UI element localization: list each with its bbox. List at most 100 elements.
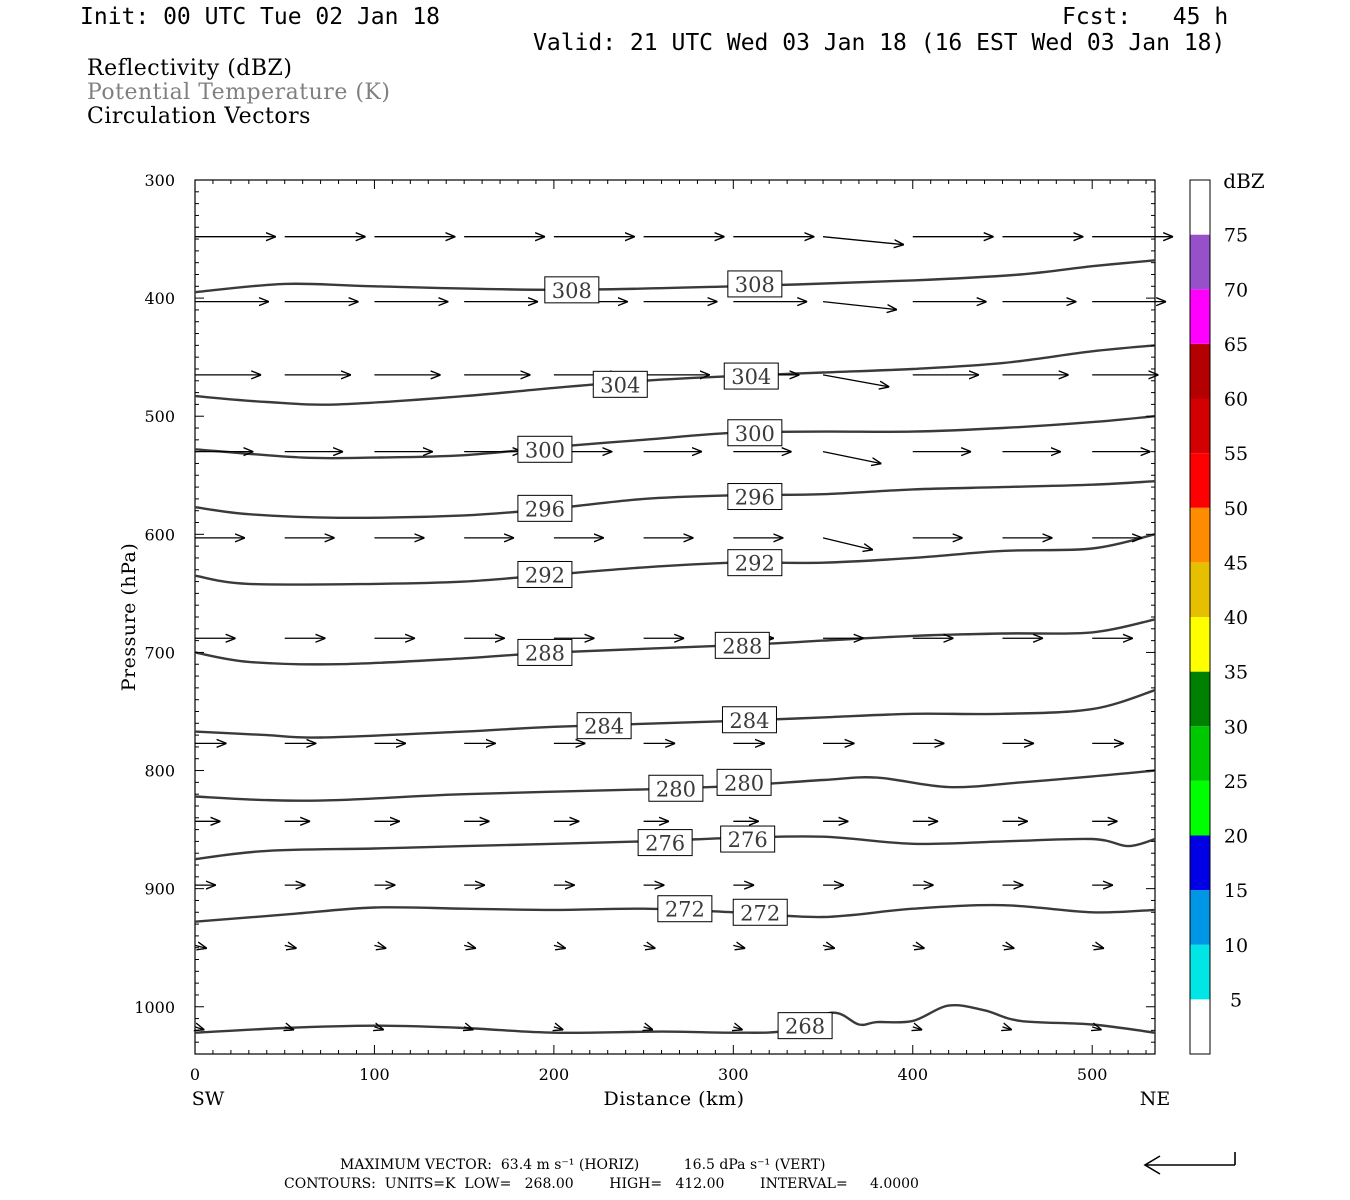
colorbar-frame bbox=[1189, 179, 1211, 1055]
contour-info: CONTOURS: UNITS=K LOW= 268.00 HIGH= 412.… bbox=[284, 1176, 919, 1192]
isentrope-label: 292 bbox=[735, 552, 775, 576]
isentrope-label: 304 bbox=[731, 365, 771, 389]
colorbar-segment bbox=[1190, 999, 1210, 1054]
isentrope-292 bbox=[194, 533, 1156, 586]
isentrope-label-box bbox=[720, 825, 776, 853]
colorbar-tick-label: 15 bbox=[1224, 880, 1248, 902]
circulation-vector bbox=[822, 451, 881, 464]
isentrope-288 bbox=[194, 618, 1156, 666]
isentrope-label-box bbox=[517, 435, 573, 463]
isentrope-label-box bbox=[517, 560, 573, 588]
isentrope-label: 300 bbox=[735, 422, 775, 446]
circulation-vector bbox=[374, 1027, 383, 1030]
isentrope-label: 308 bbox=[735, 273, 775, 297]
isentrope-label-box bbox=[727, 270, 783, 298]
circulation-vector bbox=[195, 1027, 204, 1030]
isentrope-296 bbox=[194, 480, 1156, 520]
circulation-vector bbox=[1002, 1027, 1011, 1030]
colorbar-segment bbox=[1190, 671, 1210, 727]
isentrope-label-box bbox=[727, 419, 783, 447]
circulation-vector bbox=[464, 945, 476, 948]
isentrope-label: 280 bbox=[656, 777, 696, 801]
x-right-endpoint-label: NE bbox=[1140, 1088, 1171, 1110]
isentrope-label: 268 bbox=[785, 1015, 825, 1039]
isentrope-label: 288 bbox=[525, 641, 565, 665]
circulation-vector bbox=[822, 374, 889, 387]
colorbar-tick-label: 20 bbox=[1224, 826, 1248, 848]
isentrope-label-box bbox=[576, 712, 632, 740]
isentrope-label-box bbox=[517, 638, 573, 666]
x-left-endpoint-label: SW bbox=[192, 1088, 225, 1110]
colorbar-tick-label: 65 bbox=[1224, 334, 1248, 356]
circulation-vector bbox=[733, 945, 745, 948]
y-tick-label: 600 bbox=[144, 525, 175, 544]
circulation-vector bbox=[553, 945, 566, 948]
colorbar-tick-label: 35 bbox=[1224, 662, 1248, 684]
colorbar-tick-label: 40 bbox=[1224, 607, 1248, 629]
init-time: Init: 00 UTC Tue 02 Jan 18 bbox=[80, 4, 441, 30]
colorbar-title: dBZ bbox=[1223, 169, 1265, 193]
isentrope-label: 280 bbox=[724, 771, 764, 795]
colorbar-tick-label: 75 bbox=[1224, 225, 1248, 247]
y-tick-label: 500 bbox=[144, 407, 175, 426]
colorbar-segment bbox=[1190, 726, 1210, 781]
isentrope-label: 292 bbox=[525, 563, 565, 587]
plot-frame bbox=[194, 179, 1156, 1055]
isentrope-label-box bbox=[648, 774, 704, 802]
legend-reflectivity: Reflectivity (dBZ) bbox=[87, 56, 293, 81]
y-tick-label: 400 bbox=[144, 289, 175, 308]
colorbar-segment bbox=[1190, 780, 1210, 836]
circulation-vector bbox=[1002, 945, 1014, 948]
isentrope-label: 284 bbox=[584, 715, 624, 739]
x-tick-label: 400 bbox=[897, 1065, 928, 1084]
isentrope-label: 296 bbox=[735, 486, 775, 510]
circulation-vector bbox=[822, 945, 835, 948]
colorbar-tick-label: 30 bbox=[1224, 716, 1248, 738]
circulation-vector bbox=[822, 236, 904, 245]
isentrope-label-box bbox=[716, 768, 772, 796]
colorbar-tick-label: 25 bbox=[1224, 771, 1248, 793]
colorbar-segment bbox=[1190, 562, 1210, 617]
circulation-vector bbox=[284, 945, 297, 948]
isentrope-label-box bbox=[637, 829, 693, 857]
circulation-vector bbox=[733, 1027, 742, 1030]
x-tick-label: 300 bbox=[718, 1065, 749, 1084]
colorbar-segment bbox=[1190, 944, 1210, 1000]
colorbar-segment bbox=[1190, 289, 1210, 344]
x-tick-label: 0 bbox=[190, 1065, 200, 1084]
isentrope-label: 308 bbox=[552, 279, 592, 303]
y-tick-label: 1000 bbox=[134, 998, 175, 1017]
isentrope-label-box bbox=[727, 483, 783, 511]
isentrope-label: 276 bbox=[728, 828, 768, 852]
reference-vector-arrowhead bbox=[1143, 1155, 1161, 1175]
colorbar-segment bbox=[1190, 398, 1210, 454]
x-axis-title: Distance (km) bbox=[603, 1088, 744, 1110]
circulation-vector bbox=[644, 1027, 653, 1030]
y-tick-label: 800 bbox=[144, 762, 175, 781]
legend-potential-temperature: Potential Temperature (K) bbox=[87, 80, 391, 105]
isentrope-label: 272 bbox=[740, 901, 780, 925]
colorbar-tick-label: 70 bbox=[1224, 279, 1248, 301]
colorbar-tick-label: 5 bbox=[1230, 989, 1242, 1011]
isentrope-label-box bbox=[544, 276, 600, 304]
circulation-vector bbox=[822, 537, 873, 550]
colorbar-segment bbox=[1190, 617, 1210, 672]
colorbar-segment bbox=[1190, 343, 1210, 399]
isentrope-268 bbox=[194, 1003, 1156, 1035]
circulation-vector bbox=[822, 301, 897, 310]
y-tick-label: 700 bbox=[144, 643, 175, 662]
isentrope-label-box bbox=[714, 631, 770, 659]
colorbar-segment bbox=[1190, 234, 1210, 290]
isentrope-label-box bbox=[727, 549, 783, 577]
isentrope-label-box bbox=[592, 370, 648, 398]
isentrope-304 bbox=[194, 344, 1156, 406]
colorbar-tick-label: 50 bbox=[1224, 498, 1248, 520]
isentrope-label: 304 bbox=[600, 373, 640, 397]
isentrope-label: 284 bbox=[729, 709, 769, 733]
valid-time: Valid: 21 UTC Wed 03 Jan 18 (16 EST Wed … bbox=[533, 30, 1226, 56]
isentrope-label-box bbox=[732, 898, 788, 926]
isentrope-label: 272 bbox=[665, 898, 705, 922]
isentrope-284 bbox=[194, 689, 1156, 739]
isentrope-label: 296 bbox=[525, 497, 565, 521]
